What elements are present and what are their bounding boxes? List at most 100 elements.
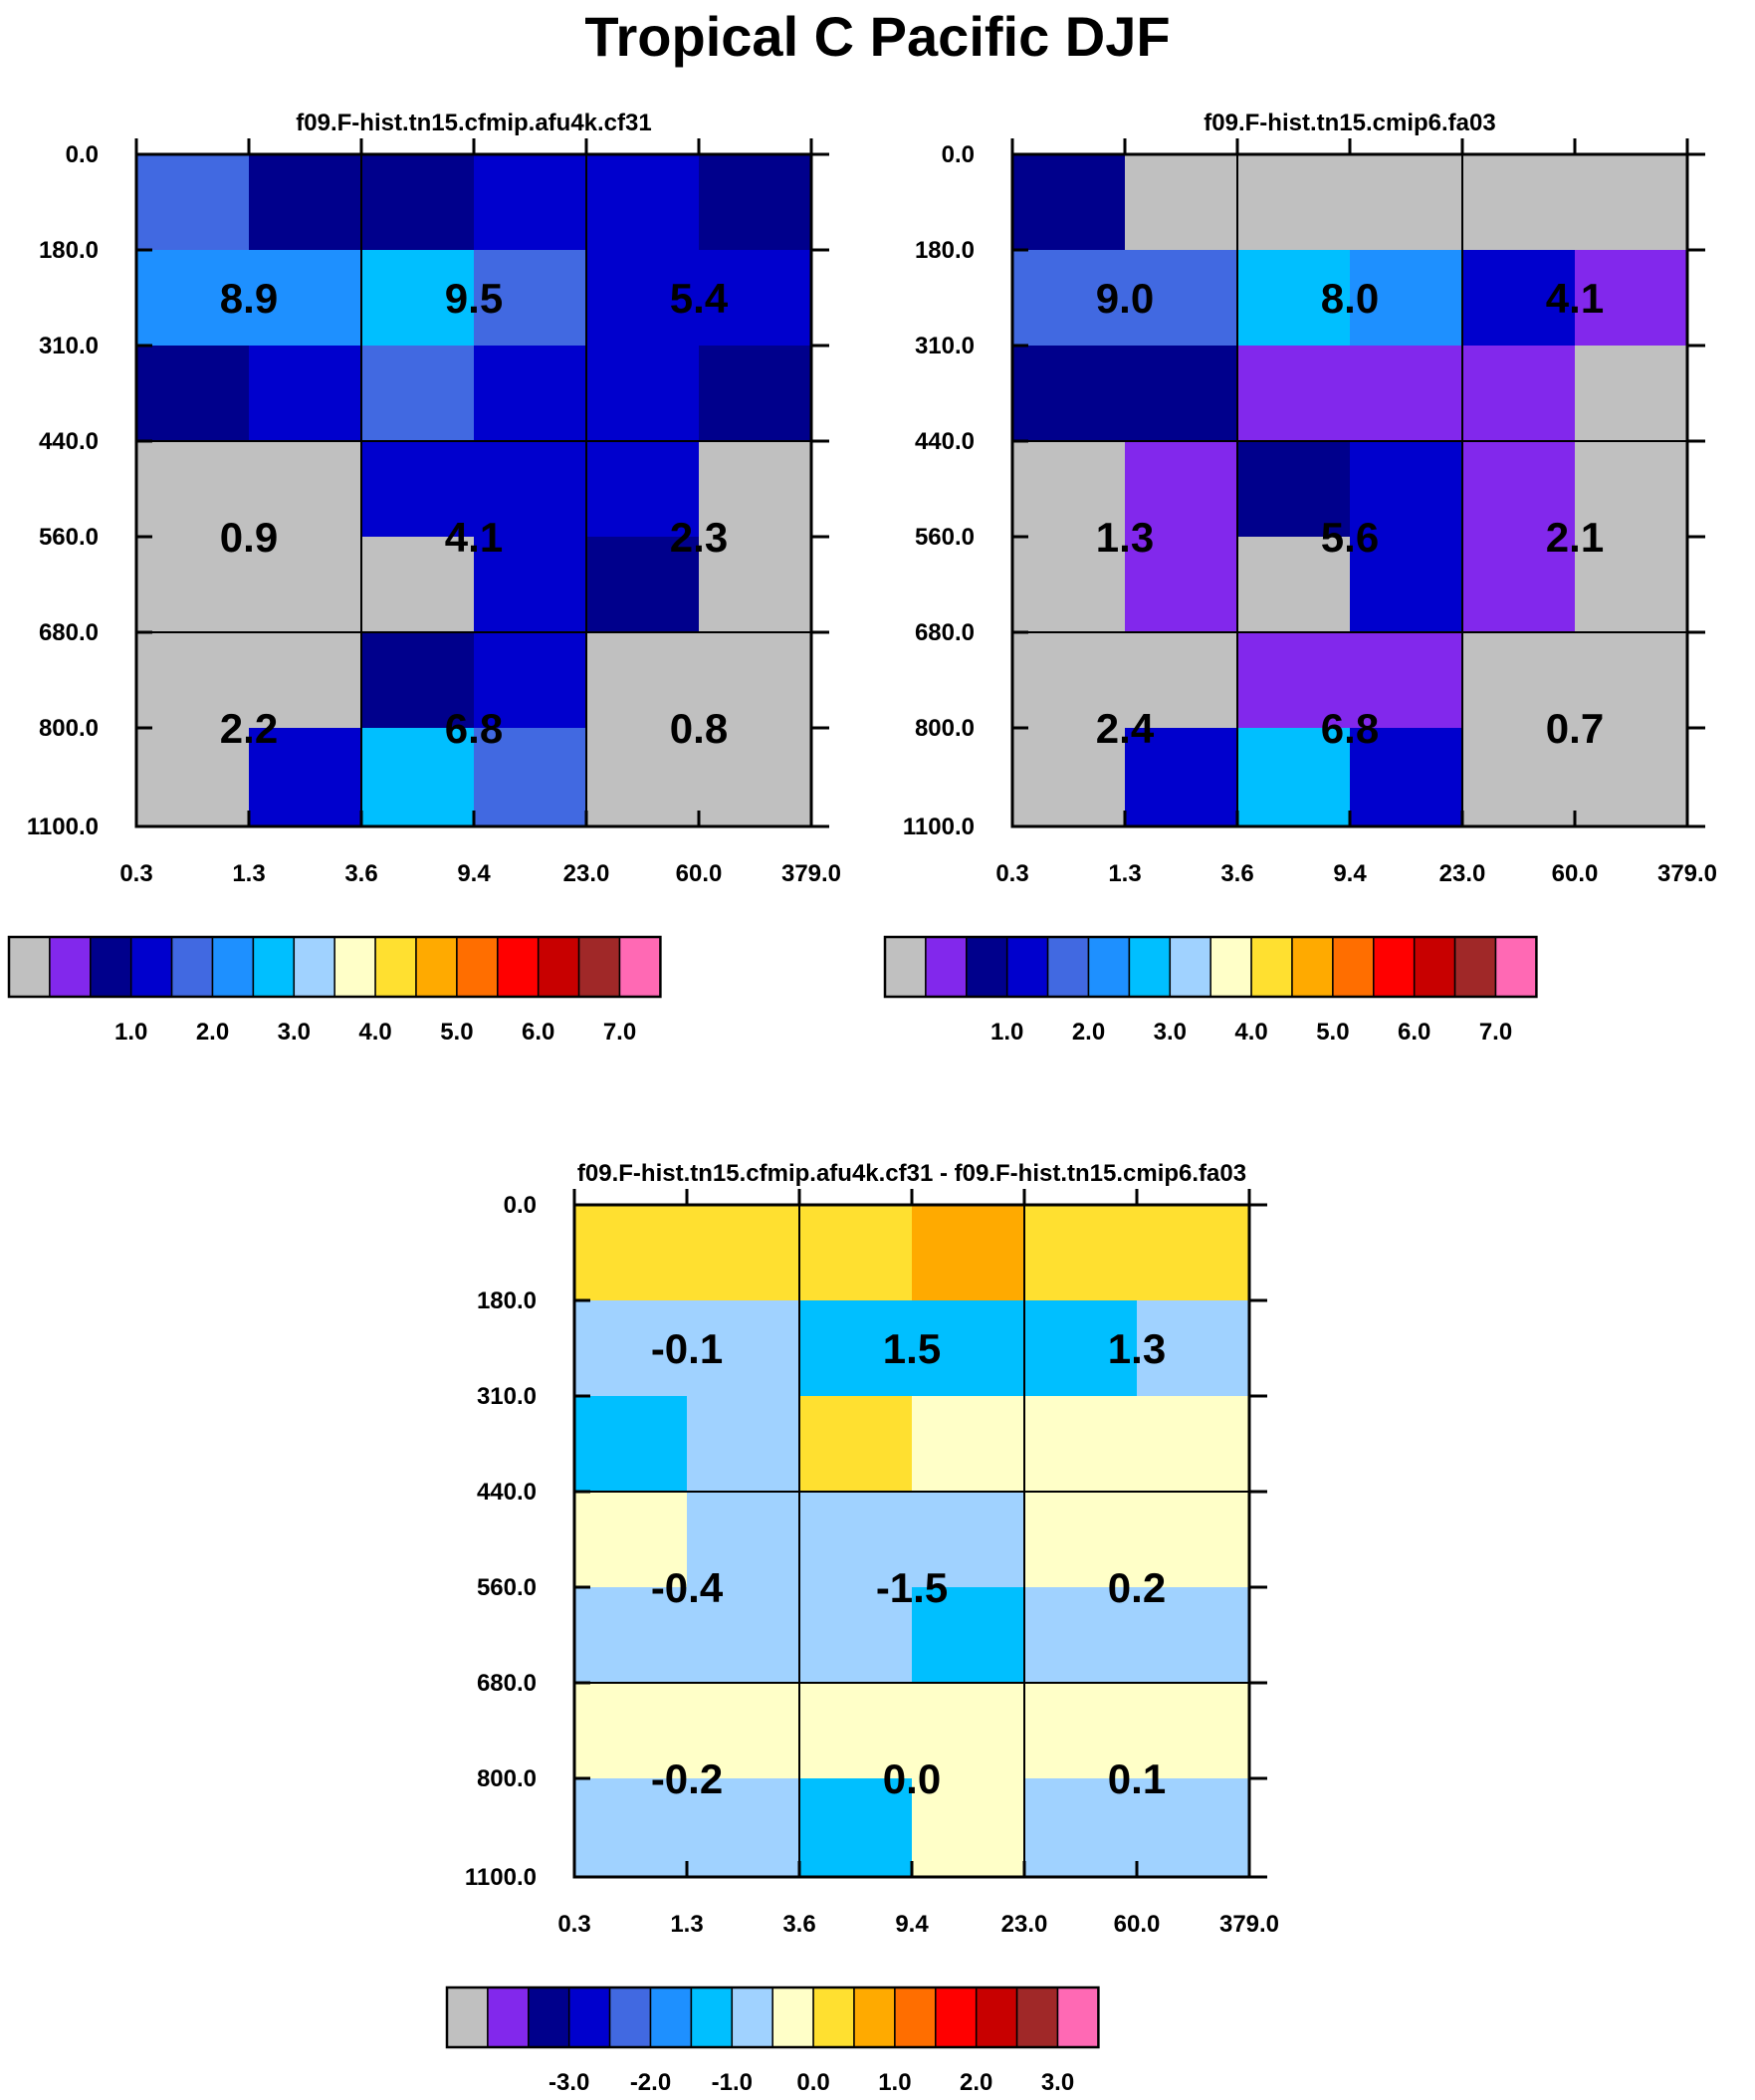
x-tick-label: 23.0 [563, 860, 610, 887]
block-value: 0.2 [1108, 1564, 1166, 1611]
colorbar-label: 4.0 [358, 1019, 391, 1046]
heatmap-cell [136, 250, 250, 347]
x-tick-label: 379.0 [781, 860, 841, 887]
colorbar-frame [883, 935, 1538, 999]
block-value: 9.0 [1096, 275, 1154, 322]
x-tick-label: 9.4 [895, 1911, 929, 1938]
heatmap-cell [1237, 441, 1351, 538]
heatmap-cell [799, 1683, 913, 1779]
heatmap-cell [1575, 154, 1688, 251]
heatmap-cell [687, 1205, 800, 1301]
heatmap-cell [249, 346, 362, 442]
heatmap-cell [912, 1683, 1025, 1779]
y-tick-label: 1100.0 [27, 814, 99, 840]
heatmap-cell [1137, 1300, 1250, 1397]
heatmap-cell [1137, 1683, 1250, 1779]
block-value: 2.2 [220, 705, 278, 752]
heatmap-cell [1350, 728, 1463, 827]
heatmap-cell [912, 1778, 1025, 1878]
heatmap-cell [136, 441, 250, 538]
block-value: 0.0 [883, 1755, 941, 1802]
heatmap-cell [136, 632, 250, 729]
y-tick-label: 680.0 [39, 619, 99, 646]
colorbar-swatch [1332, 936, 1375, 998]
heatmap-cell [474, 632, 587, 729]
block-value: 1.3 [1096, 514, 1154, 561]
y-tick-label: 680.0 [477, 1670, 537, 1697]
heatmap-cell [474, 250, 587, 347]
heatmap-cell [799, 1778, 913, 1878]
colorbar-label: 7.0 [1479, 1019, 1512, 1046]
y-tick-label: 440.0 [915, 428, 975, 455]
heatmap-cell [799, 1492, 913, 1588]
colorbar-swatch [537, 936, 580, 998]
heatmap-cell [1024, 1492, 1138, 1588]
heatmap-cell [586, 154, 700, 251]
colorbar-swatch [1087, 936, 1131, 998]
colorbar-swatch [1015, 1986, 1059, 2048]
colorbar-label: 0.0 [796, 2069, 829, 2096]
colorbar-swatch [90, 936, 132, 998]
x-tick-label: 379.0 [1219, 1911, 1279, 1938]
heatmap-cell [687, 1683, 800, 1779]
block-value: 0.8 [670, 705, 728, 752]
heatmap-cell [1024, 1396, 1138, 1493]
panel-title: f09.F-hist.tn15.cmip6.fa03 [1204, 110, 1495, 136]
heatmap-cell [799, 1205, 913, 1301]
y-tick-label: 800.0 [39, 715, 99, 742]
panel-top-right: f09.F-hist.tn15.cmip6.fa03 0.0 180.0 310.0 4… [883, 110, 1717, 1046]
colorbar-swatch [649, 1986, 693, 2048]
x-tick-label: 60.0 [1114, 1911, 1161, 1938]
heatmap-cell [586, 346, 700, 442]
colorbar-swatch [1128, 936, 1172, 998]
x-tick-label: 9.4 [1333, 860, 1367, 887]
colorbar-swatch [1005, 936, 1049, 998]
heatmap-cell [361, 250, 475, 347]
x-tick-label: 23.0 [1439, 860, 1486, 887]
colorbar-swatch [567, 1986, 611, 2048]
block-value: -1.5 [876, 1564, 948, 1611]
heatmap-cell [1237, 346, 1351, 442]
heatmap-cell [1137, 1396, 1250, 1493]
heatmap-cell [1462, 537, 1576, 633]
y-tick-label: 180.0 [39, 237, 99, 264]
x-tick-label: 1.3 [232, 860, 265, 887]
heatmap-cell [912, 1205, 1025, 1301]
colorbar-swatch [49, 936, 92, 998]
colorbar-swatch [1250, 936, 1293, 998]
heatmap-cell [1237, 537, 1351, 633]
block-value: -0.2 [651, 1755, 723, 1802]
heatmap-cell [586, 537, 700, 633]
block-value: 5.4 [670, 275, 729, 322]
heatmap-cell [1462, 250, 1576, 347]
block-value: 0.7 [1546, 705, 1604, 752]
colorbar-swatch [1373, 936, 1416, 998]
block-value: 4.1 [1546, 275, 1604, 322]
heatmap-cell [361, 537, 475, 633]
heatmap-cell [474, 441, 587, 538]
x-tick-label: 1.3 [1108, 860, 1141, 887]
colorbar-swatch [925, 936, 968, 998]
colorbar-swatch [528, 1986, 570, 2048]
colorbar-swatch [1291, 936, 1334, 998]
x-tick-label: 60.0 [676, 860, 723, 887]
heatmap-cell [912, 1396, 1025, 1493]
colorbar-label: 3.0 [1154, 1019, 1187, 1046]
y-tick-label: 1100.0 [903, 814, 975, 840]
heatmap-cell [361, 441, 475, 538]
colorbar-swatch [1169, 936, 1211, 998]
heatmap-cell [136, 154, 250, 251]
colorbar-swatch [374, 936, 417, 998]
y-tick-label: 180.0 [477, 1287, 537, 1314]
heatmap-cell [687, 1778, 800, 1878]
heatmap-cell [1012, 537, 1126, 633]
block-value: 8.9 [220, 275, 278, 322]
heatmap-cell [687, 1300, 800, 1397]
colorbar-swatch [853, 1986, 896, 2048]
colorbar-label: -1.0 [712, 2069, 753, 2096]
block-value: 6.8 [445, 705, 503, 752]
colorbar-swatch [935, 1986, 978, 2048]
colorbar-swatch [415, 936, 458, 998]
y-tick-label: 560.0 [915, 524, 975, 551]
colorbar-label: -3.0 [548, 2069, 589, 2096]
